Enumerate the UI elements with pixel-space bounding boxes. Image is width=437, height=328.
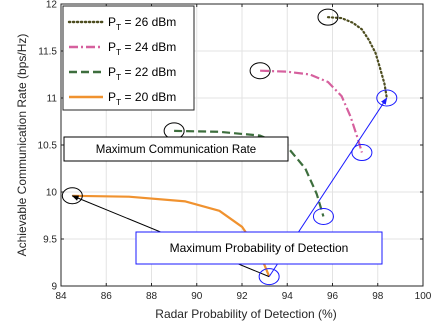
- marker-circle: [61, 187, 83, 205]
- legend-label: PT = 26 dBm: [108, 15, 176, 32]
- x-tick-label: 98: [372, 291, 384, 302]
- annotation-label: Maximum Communication Rate: [96, 144, 256, 156]
- x-tick-label: 90: [191, 291, 203, 302]
- marker-circle: [317, 8, 339, 26]
- x-axis-label: Radar Probability of Detection (%): [155, 307, 336, 321]
- x-tick-label: 96: [327, 291, 339, 302]
- y-tick-label: 10.5: [38, 141, 58, 152]
- legend-box: [62, 5, 195, 111]
- y-tick-label: 11: [47, 94, 58, 105]
- x-tick-label: 86: [101, 291, 113, 302]
- legend-label: PT = 22 dBm: [108, 65, 176, 82]
- marker-circle: [258, 268, 280, 286]
- y-tick-label: 11.5: [38, 47, 57, 58]
- y-tick-label: 10: [46, 188, 58, 199]
- annotation-box: [63, 136, 289, 162]
- y-tick-label: 12: [46, 0, 58, 11]
- marker-circle: [351, 144, 373, 162]
- annotation-box: [135, 231, 383, 265]
- y-tick-label: 9.5: [43, 235, 57, 246]
- x-tick-label: 94: [282, 291, 294, 302]
- y-axis-label: Achievable Communication Rate (bps/Hz): [15, 34, 29, 257]
- x-tick-label: 92: [236, 291, 248, 302]
- x-tick-label: 100: [415, 291, 432, 302]
- marker-circle: [249, 62, 271, 80]
- annotation-label: Maximum Probability of Detection: [170, 241, 349, 255]
- x-tick-label: 84: [55, 291, 67, 302]
- y-tick-label: 9: [51, 282, 57, 293]
- marker-circle: [312, 207, 334, 225]
- marker-circle: [376, 89, 398, 107]
- x-tick-label: 88: [146, 291, 158, 302]
- legend-label: PT = 24 dBm: [108, 40, 176, 57]
- legend-label: PT = 20 dBm: [108, 90, 176, 107]
- series-line: [326, 16, 388, 100]
